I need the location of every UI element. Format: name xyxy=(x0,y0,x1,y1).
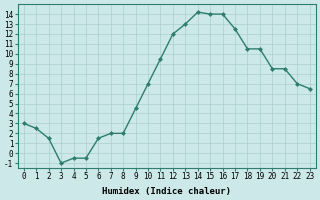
X-axis label: Humidex (Indice chaleur): Humidex (Indice chaleur) xyxy=(102,187,231,196)
